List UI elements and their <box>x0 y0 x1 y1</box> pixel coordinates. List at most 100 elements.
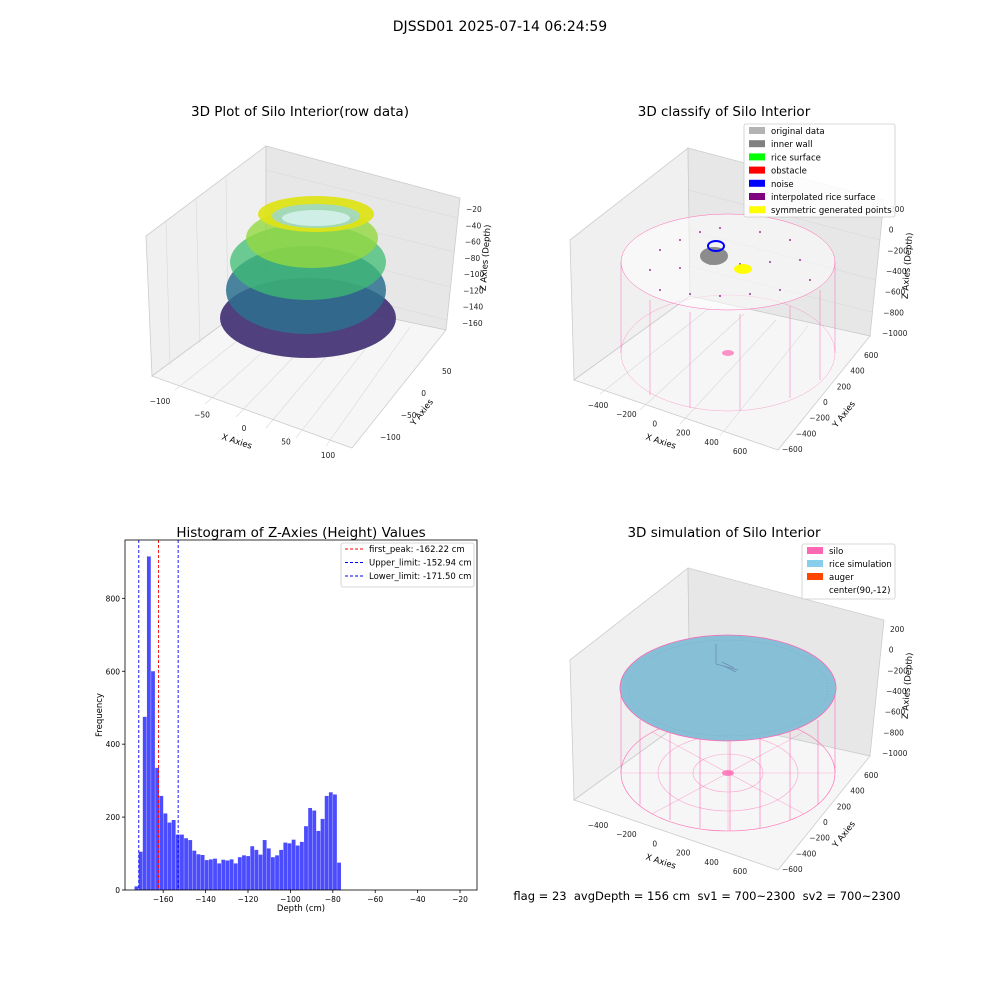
simulation-3d-legend-frame <box>801 543 896 600</box>
raw-3d-y-tick: 50 <box>442 367 452 376</box>
simulation-3d-auger <box>715 644 739 673</box>
simulation-3d-y-tick: −600 <box>782 865 803 874</box>
raw-3d-y-tick: −100 <box>380 433 401 442</box>
histogram-bar <box>142 716 147 890</box>
histogram-x-tick-label: −80 <box>325 895 341 904</box>
raw-3d-x-tick: 100 <box>321 451 336 460</box>
histogram-plot-frame <box>124 539 478 891</box>
histogram-bar <box>312 810 317 890</box>
figure-suptitle: DJSSD01 2025-07-14 06:24:59 <box>393 19 607 35</box>
simulation-3d-z-axis-label: Z Axies (Depth) <box>901 652 916 719</box>
classify-3d-legend-label: obstacle <box>771 167 807 177</box>
simulation-3d-legend-label: silo <box>829 547 843 557</box>
classify-3d-legend-label: symmetric generated points <box>771 206 892 216</box>
raw-3d-x-axis-label: X Axies <box>220 432 253 451</box>
simulation-3d-legend: silo rice simulation auger center(90,-12) <box>801 543 896 600</box>
histogram-bar <box>196 854 201 890</box>
classify-3d-x-tick: 600 <box>733 447 748 456</box>
histogram-bar <box>237 857 242 890</box>
histogram-bar <box>246 856 251 890</box>
histogram-bar <box>192 850 197 891</box>
classify-3d-legend-swatch <box>749 166 765 174</box>
histogram-bar <box>266 848 271 890</box>
classify-3d-legend: original data inner wall rice surface obsta… <box>743 123 896 218</box>
histogram-bar <box>320 818 325 890</box>
histogram-title: Histogram of Z-Axies (Height) Values <box>176 525 425 541</box>
classify-3d-silo-wireframe <box>620 213 836 412</box>
classify-3d-legend-frame <box>743 123 896 218</box>
raw-3d-x-tick: 0 <box>242 424 247 433</box>
histogram-bar <box>184 838 188 890</box>
histogram-bar <box>291 839 296 890</box>
histogram-bar <box>258 854 263 890</box>
histogram-bar <box>287 843 292 890</box>
classify-3d-y-tick: 200 <box>837 382 852 391</box>
histogram-bar <box>262 840 267 890</box>
histogram-bar <box>279 849 284 890</box>
raw-3d-z-tick: −120 <box>463 286 484 295</box>
classify-3d-legend-label: interpolated rice surface <box>771 193 876 203</box>
simulation-3d-z-tick: −200 <box>887 666 908 675</box>
simulation-3d-rice-texture <box>627 639 829 737</box>
histogram-bar <box>151 671 155 890</box>
simulation-3d-bottom-center <box>722 770 734 776</box>
histogram-x-tick-label: −100 <box>280 895 301 904</box>
histogram-bar <box>242 855 246 890</box>
histogram-legend-label: Lower_limit: -171.50 cm <box>369 572 471 582</box>
histogram-legend-frame <box>340 542 475 588</box>
histogram-bar <box>254 849 259 890</box>
simulation-3d-rice-surface <box>619 634 837 742</box>
simulation-3d-x-tick: 400 <box>704 858 719 867</box>
simulation-3d-legend-swatch <box>807 573 823 580</box>
raw-3d-x-tick: −50 <box>194 411 210 420</box>
classify-3d-title: 3D classify of Silo Interior <box>638 104 811 120</box>
subplot-raw-3d: 3D Plot of Silo Interior(row data) <box>145 104 493 460</box>
simulation-3d-x-tick: 0 <box>652 839 657 848</box>
raw-3d-z-tick: −40 <box>465 221 481 230</box>
raw-3d-y-tick: −50 <box>401 411 417 420</box>
classify-3d-legend-label: original data <box>771 127 825 137</box>
simulation-3d-floor-pane <box>573 715 871 871</box>
simulation-3d-x-tick-labels: −400 −200 0 200 400 600 <box>588 821 748 876</box>
classify-3d-z-tick: −600 <box>885 288 906 297</box>
simulation-3d-title: 3D simulation of Silo Interior <box>627 525 821 541</box>
classify-3d-y-tick-labels: −600 −400 −200 0 200 400 600 <box>782 351 879 454</box>
raw-3d-x-tick: −100 <box>150 397 171 406</box>
classify-3d-z-tick: 200 <box>890 205 905 214</box>
raw-3d-z-tick-labels: −20 −40 −60 −80 −100 −120 −140 −160 <box>462 205 485 328</box>
classify-3d-inner-wall-points <box>700 247 728 265</box>
histogram-legend-label: Upper_limit: -152.94 cm <box>369 559 472 569</box>
histogram-bar <box>250 846 255 890</box>
simulation-3d-x-tick: 600 <box>733 867 748 876</box>
simulation-3d-z-tick-labels: 200 0 −200 −400 −600 −800 −1000 <box>882 625 908 758</box>
simulation-3d-x-tick: −400 <box>588 821 609 830</box>
simulation-3d-x-axis-label: X Axies <box>644 852 677 871</box>
histogram-bar <box>155 767 160 890</box>
subplot-histogram: Histogram of Z-Axies (Height) Values −16… <box>95 525 478 914</box>
classify-3d-x-tick-labels: −400 −200 0 200 400 600 <box>588 401 748 456</box>
classify-3d-z-tick: −200 <box>887 246 908 255</box>
histogram-bar <box>138 851 143 890</box>
raw-3d-top-ring-core <box>282 210 350 226</box>
classify-3d-z-axis-label: Z Axies (Depth) <box>901 232 916 299</box>
classify-3d-x-tick: −200 <box>616 410 637 419</box>
classify-3d-y-axis-label: Y Axies <box>830 399 858 431</box>
histogram-bar <box>146 556 151 890</box>
classify-3d-z-tick-labels: 200 0 −200 −400 −600 −800 −1000 <box>882 205 908 338</box>
raw-3d-z-tick: −20 <box>466 205 482 214</box>
classify-3d-legend-label: rice surface <box>771 153 821 163</box>
simulation-3d-legend-swatch <box>807 547 823 554</box>
histogram-x-tick-label: −20 <box>452 895 468 904</box>
histogram-bar <box>221 859 226 890</box>
simulation-3d-z-tick: −800 <box>883 728 904 737</box>
simulation-3d-z-tick: −1000 <box>882 749 908 758</box>
histogram-bar <box>275 855 279 890</box>
classify-3d-x-tick: 0 <box>652 419 657 428</box>
histogram-x-tick-label: −160 <box>153 895 174 904</box>
histogram-legend-label: first_peak: -162.22 cm <box>369 545 465 555</box>
histogram-bar <box>159 795 164 890</box>
histogram-bar <box>299 841 304 891</box>
raw-3d-z-tick: −160 <box>462 319 483 328</box>
histogram-y-tick-label: 800 <box>106 594 121 603</box>
simulation-3d-legend-label: rice simulation <box>829 560 892 570</box>
